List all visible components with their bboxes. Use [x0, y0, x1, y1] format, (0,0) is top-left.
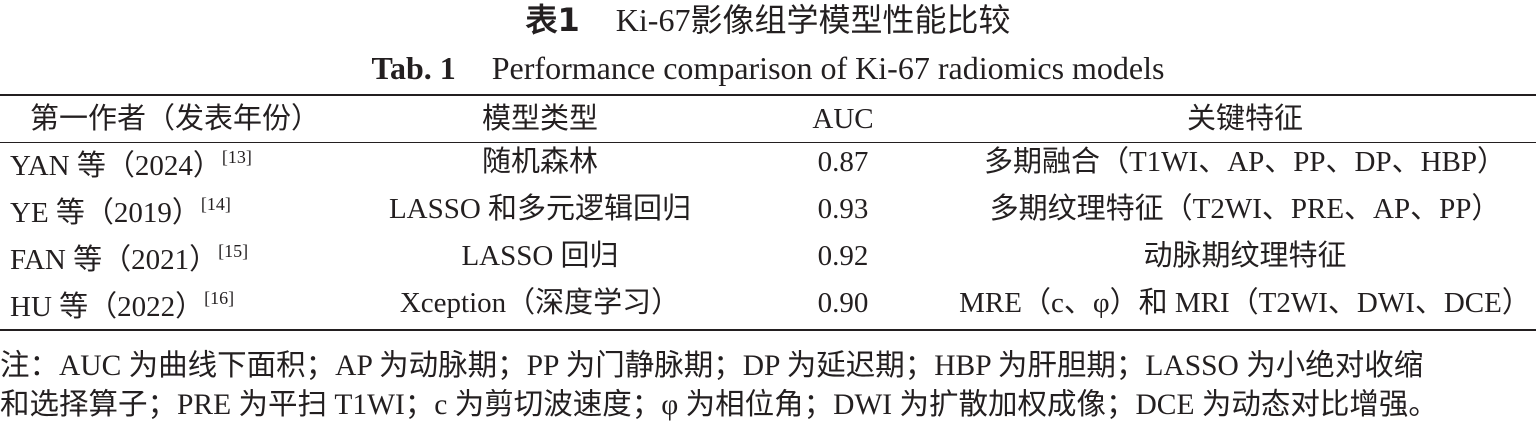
author: YE 等（2019）: [10, 197, 201, 229]
feature-cell: 动脉期纹理特征: [1143, 240, 1347, 272]
auc-cell: 0.92: [817, 240, 869, 272]
reference: [14]: [200, 194, 231, 214]
header-cell: 第一作者（发表年份）: [29, 103, 321, 135]
title-label: 表1: [525, 1, 580, 39]
title-text: Performance comparison of Ki-67 radiomic…: [491, 50, 1165, 86]
title-cn: 表1 Ki-67影像组学模型性能比较: [526, 4, 1011, 36]
reference: [13]: [221, 147, 252, 167]
author-cell: YE 等（2019）[14]: [10, 195, 231, 228]
author: FAN 等（2021）: [10, 244, 219, 276]
author-cell: FAN 等（2021）[15]: [10, 242, 248, 275]
note-line: 注：AUC 为曲线下面积；AP 为动脉期；PP 为门静脉期；DP 为延迟期；HB…: [0, 350, 1424, 382]
top-rule: [0, 94, 1536, 96]
reference: [16]: [204, 288, 235, 308]
author: HU 等（2022）: [10, 291, 205, 323]
title-en: Tab. 1 Performance comparison of Ki-67 ra…: [372, 52, 1165, 84]
author-cell: YAN 等（2024）[13]: [10, 148, 252, 181]
title-label: Tab. 1: [371, 50, 456, 86]
model-cell: Xception（深度学习）: [399, 287, 681, 319]
author-cell: HU 等（2022）[16]: [10, 289, 234, 322]
model-cell: 随机森林: [481, 146, 599, 178]
reference: [15]: [218, 241, 249, 261]
header-cell: 模型类型: [481, 103, 599, 135]
auc-cell: 0.93: [817, 193, 869, 225]
model-cell: LASSO 回归: [461, 240, 619, 272]
header-cell: AUC: [812, 103, 874, 135]
feature-cell: 多期融合（T1WI、AP、PP、DP、HBP）: [983, 146, 1507, 178]
bottom-rule: [0, 329, 1536, 331]
feature-cell: 多期纹理特征（T2WI、PRE、AP、PP）: [989, 193, 1501, 225]
header-rule: [0, 142, 1536, 143]
auc-cell: 0.87: [817, 146, 869, 178]
note-line: 和选择算子；PRE 为平扫 T1WI；c 为剪切波速度；φ 为相位角；DWI 为…: [0, 389, 1438, 421]
title-text: Ki-67影像组学模型性能比较: [615, 2, 1011, 38]
feature-cell: MRE（c、φ）和 MRI（T2WI、DWI、DCE）: [959, 287, 1531, 319]
author: YAN 等（2024）: [10, 150, 222, 182]
header-cell: 关键特征: [1186, 103, 1304, 135]
model-cell: LASSO 和多元逻辑回归: [388, 193, 692, 225]
auc-cell: 0.90: [817, 287, 869, 319]
